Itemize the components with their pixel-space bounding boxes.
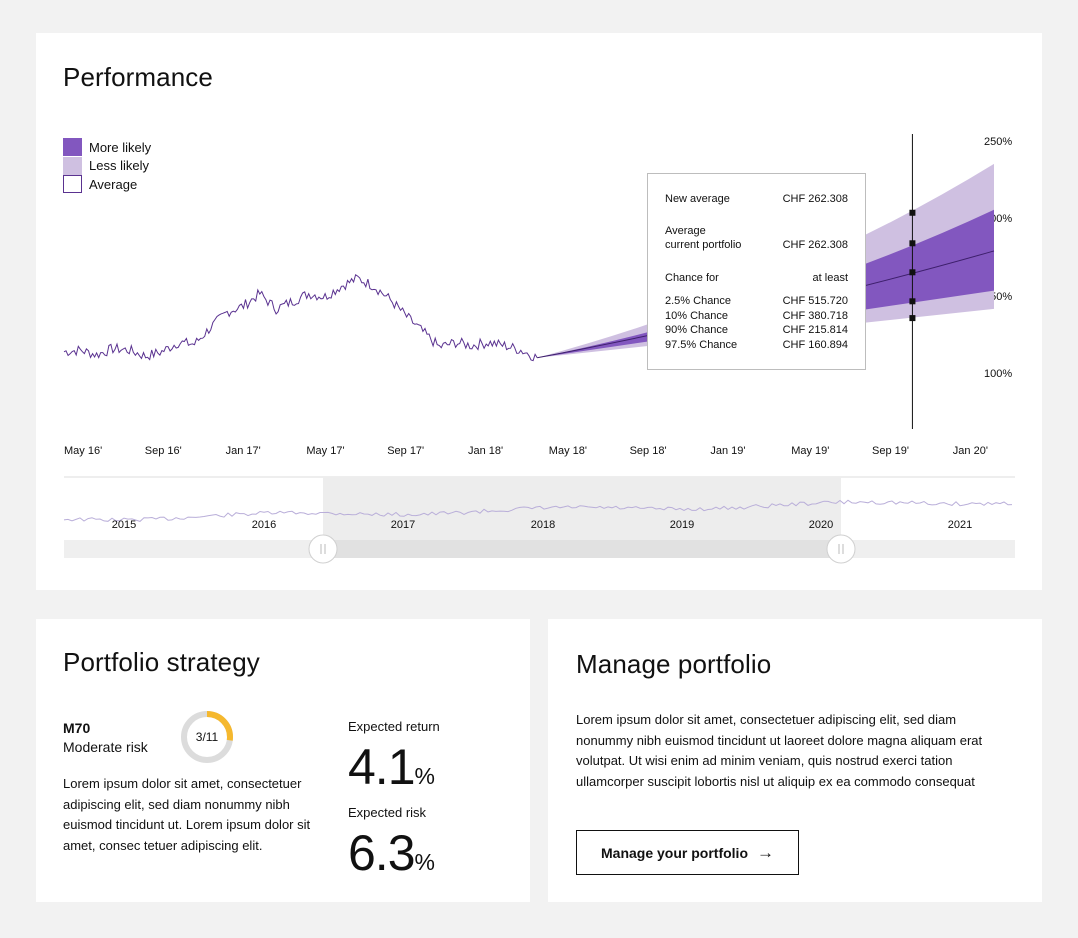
tooltip-value: CHF 262.308: [782, 193, 848, 205]
x-tick-label: Sep 17': [387, 445, 424, 457]
more-likely-band: [537, 209, 994, 358]
less-likely-band: [537, 163, 994, 358]
legend-label: Average: [89, 176, 138, 192]
tooltip-label: 2.5% Chance: [665, 295, 732, 307]
tooltip-value: CHF 515.720: [782, 295, 848, 307]
manage-description: Lorem ipsum dolor sit amet, consectetuer…: [576, 712, 983, 789]
tooltip-label: New average: [665, 193, 730, 205]
strategy-risk-label: Moderate risk: [63, 739, 148, 755]
handle-circle[interactable]: [308, 534, 338, 564]
x-tick-label: Jan 18': [468, 445, 503, 457]
handle-circle[interactable]: [826, 534, 856, 564]
timeline-year-label: 2021: [948, 519, 972, 531]
average-swatch: [63, 175, 82, 194]
x-tick-label: May 18': [549, 445, 587, 457]
tooltip-label: 10% Chance: [665, 309, 728, 322]
timeline-year-label: 2018: [531, 519, 555, 531]
chart-legend: More likely Less likely Average: [63, 138, 151, 194]
strategy-description: Lorem ipsum dolor sit amet, consectetuer…: [63, 776, 311, 853]
tooltip-chance-header: Chance for at least: [665, 271, 848, 286]
x-tick-label: Sep 18': [630, 445, 667, 457]
timeline-handle[interactable]: [826, 534, 856, 564]
expected-risk-value: 6.3%: [348, 828, 435, 887]
risk-donut-chart: [181, 711, 233, 763]
manage-title: Manage portfolio: [576, 649, 772, 679]
timeline-selection[interactable]: [323, 477, 841, 540]
performance-title: Performance: [63, 62, 213, 92]
tooltip-average-row: current portfolio CHF 262.308: [665, 238, 848, 253]
x-tick-label: Sep 16': [145, 445, 182, 457]
history-line: [63, 274, 538, 362]
chart-tooltip: New average CHF 262.308 Average current …: [647, 173, 866, 370]
tooltip-label: current portfolio: [665, 239, 742, 251]
expected-return-value: 4.1%: [348, 742, 435, 801]
donut-arc: [181, 711, 233, 763]
timeline-year-label: 2019: [670, 519, 694, 531]
portfolio-strategy-card: Portfolio strategy M70 Moderate risk 3/1…: [36, 619, 530, 902]
manage-portfolio-button[interactable]: Manage your portfolio →: [576, 830, 799, 875]
tooltip-average-row-label: Average: [665, 224, 848, 239]
marker-point: [909, 269, 916, 276]
x-tick-label: Jan 20': [953, 445, 988, 457]
tooltip-chance-row: 97.5% Chance CHF 160.894: [665, 338, 848, 353]
timeline-year-label: 2015: [112, 519, 136, 531]
timeline-navigator[interactable]: 2015 2016 2017 2018 2019 2020 2021: [63, 476, 1015, 564]
timeline-overview-line: [63, 499, 1013, 522]
tooltip-value: CHF 160.894: [782, 338, 848, 351]
manage-button-label: Manage your portfolio: [601, 844, 748, 861]
expected-risk-number: 6.3: [348, 825, 416, 881]
y-tick-label: 250%: [984, 136, 1012, 148]
tooltip-chance-row: 90% Chance CHF 215.814: [665, 323, 848, 338]
expected-risk-label: Expected risk: [348, 805, 427, 820]
x-tick-label: May 16': [64, 445, 102, 457]
timeline-handle[interactable]: [308, 534, 338, 564]
arrow-right-icon: →: [757, 842, 774, 862]
tooltip-value: CHF 262.308: [782, 239, 848, 251]
timeline-year-label: 2017: [391, 519, 415, 531]
tooltip-value: CHF 215.814: [782, 324, 848, 337]
expected-risk-unit: %: [414, 849, 435, 875]
tooltip-chance-row: 10% Chance CHF 380.718: [665, 309, 848, 324]
legend-item-more-likely: More likely: [63, 138, 151, 157]
strategy-title: Portfolio strategy: [63, 647, 260, 677]
tooltip-value: at least: [812, 272, 848, 284]
manage-portfolio-card: Manage portfolio Lorem ipsum dolor sit a…: [548, 619, 1042, 902]
less-likely-swatch: [63, 156, 82, 175]
performance-card: Performance May 16' Sep 16' Jan 17' May 17'…: [36, 33, 1042, 590]
tooltip-label: Chance for: [665, 272, 719, 284]
timeline-year-label: 2020: [809, 519, 833, 531]
x-tick-label: Jan 17': [226, 445, 261, 457]
x-tick-label: May 19': [791, 445, 829, 457]
more-likely-swatch: [63, 138, 82, 157]
donut-label: 3/11: [195, 730, 219, 744]
x-axis: May 16' Sep 16' Jan 17' May 17' Sep 17' Jan 1…: [64, 445, 988, 457]
tooltip-value: CHF 380.718: [782, 309, 848, 322]
tooltip-label: 97.5% Chance: [665, 338, 738, 351]
timeline-year-label: 2016: [252, 519, 276, 531]
expected-return-number: 4.1: [348, 739, 416, 795]
legend-item-average: Average: [63, 175, 151, 194]
strategy-code: M70: [63, 720, 91, 736]
expected-return-label: Expected return: [348, 719, 440, 734]
x-tick-label: Jan 19': [710, 445, 745, 457]
performance-chart: May 16' Sep 16' Jan 17' May 17' Sep 17' Jan 1…: [63, 134, 1015, 564]
marker-point: [909, 315, 916, 322]
marker-point: [909, 298, 916, 305]
legend-item-less-likely: Less likely: [63, 156, 151, 176]
legend-label: Less likely: [89, 158, 149, 174]
legend-label: More likely: [89, 139, 152, 155]
marker-point: [909, 209, 916, 216]
x-tick-label: May 17': [306, 445, 344, 457]
marker-point: [909, 240, 916, 247]
expected-return-unit: %: [414, 763, 435, 789]
y-tick-label: 100%: [984, 368, 1012, 380]
timeline-scrollbar-thumb[interactable]: [323, 540, 841, 558]
history-series: [63, 274, 538, 362]
date-marker[interactable]: [909, 134, 916, 429]
tooltip-label: Average: [665, 225, 706, 237]
x-tick-label: Sep 19': [872, 445, 909, 457]
tooltip-label: 90% Chance: [665, 324, 728, 337]
tooltip-new-average-row: New average CHF 262.308: [665, 192, 848, 207]
tooltip-chance-row: 2.5% Chance CHF 515.720: [665, 294, 848, 309]
